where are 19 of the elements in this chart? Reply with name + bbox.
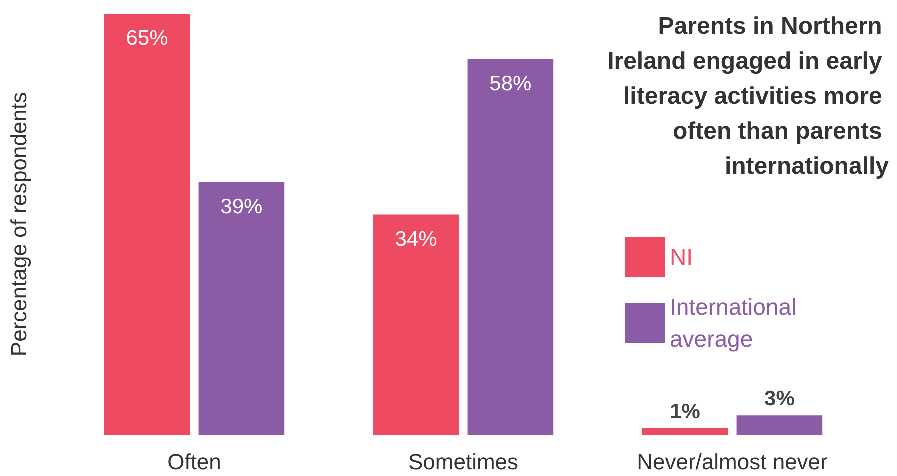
bar — [104, 14, 190, 435]
data-label: 3% — [764, 388, 796, 411]
bar — [642, 428, 728, 435]
data-label: 65% — [126, 27, 168, 50]
legend-label: International average — [670, 294, 803, 352]
legend-label: NI — [670, 244, 693, 270]
bar — [736, 416, 823, 435]
bar — [198, 182, 285, 435]
data-label: 34% — [395, 228, 438, 251]
y-axis-title: Percentage of respondents — [6, 92, 32, 357]
x-tick-label: Never/almost never — [637, 450, 828, 474]
text: Parents in Northern Ireland engaged in early literacy activities more often than parents internationally — [608, 13, 890, 180]
x-tick-label: Often — [168, 450, 222, 474]
x-tick-label: Sometimes — [408, 450, 519, 474]
bar — [373, 214, 460, 435]
bar — [468, 59, 554, 435]
data-label: 1% — [670, 400, 701, 424]
data-label: 58% — [490, 72, 532, 96]
data-label: 39% — [220, 195, 263, 218]
